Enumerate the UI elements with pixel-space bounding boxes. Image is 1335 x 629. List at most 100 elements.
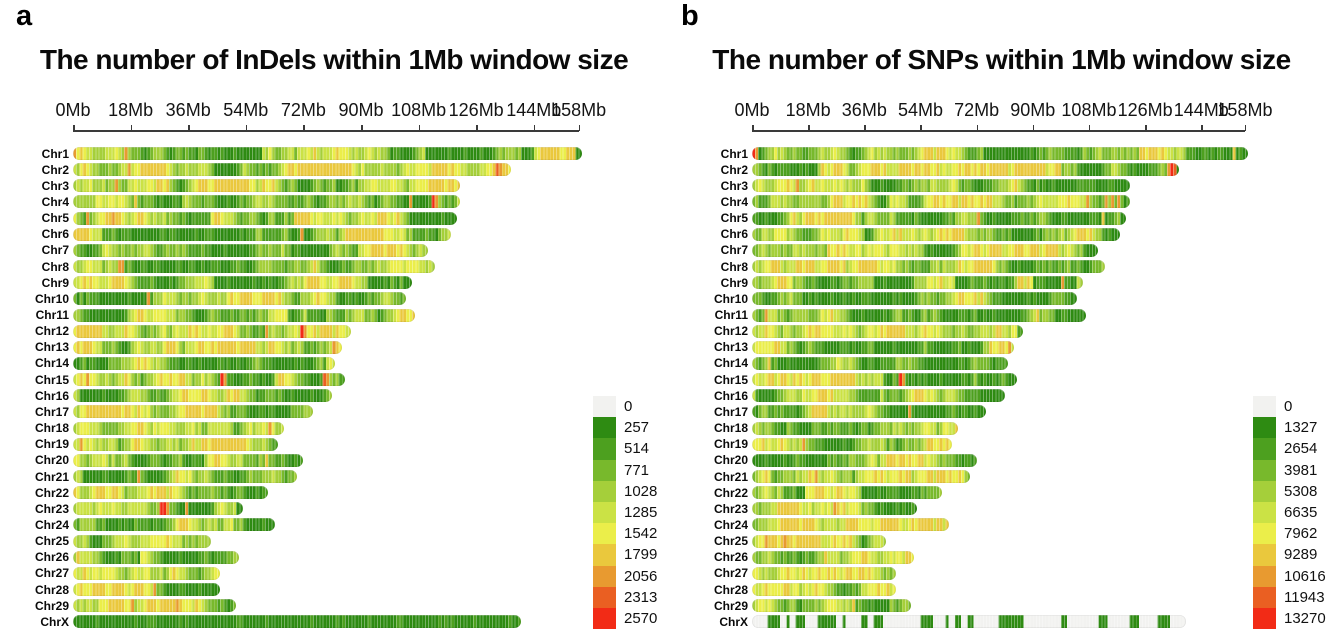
chromosome-density-bar (752, 340, 1015, 354)
chromosome-density-bar (752, 583, 896, 597)
chromosome-density-bar (73, 518, 275, 532)
axis-tick (752, 125, 754, 131)
chromosome-density-bar (752, 356, 1008, 370)
axis-tick-label: 0Mb (55, 100, 91, 120)
axis-tick (976, 125, 979, 131)
chromosome-density-bar (752, 615, 1186, 629)
legend-swatch (593, 480, 616, 502)
legend-swatch (1253, 417, 1276, 439)
legend-value: 1285 (624, 504, 658, 522)
axis-tick (1145, 125, 1147, 131)
legend-row: 1799 (593, 544, 658, 566)
legend-row: 5308 (1253, 480, 1326, 502)
legend-value: 1799 (624, 546, 658, 564)
chromosome-label: Chr12 (713, 324, 748, 339)
chromosome-density-bar (73, 324, 352, 338)
chromosome-label: Chr5 (41, 211, 69, 226)
chromosome-density-bar (73, 211, 457, 225)
legend-value: 514 (624, 440, 650, 458)
chromosome-label: Chr4 (41, 194, 69, 209)
axis-tick-label: 144Mb (1173, 100, 1229, 120)
chromosome-label: Chr20 (34, 453, 69, 468)
legend-row: 2654 (1253, 438, 1326, 460)
axis-line (73, 130, 579, 132)
chromosome-label: Chr14 (713, 356, 748, 371)
chromosome-density-bar (752, 243, 1099, 257)
axis-tick-label: 72Mb (280, 100, 326, 120)
chromosome-density-bar (752, 453, 977, 467)
axis-tick-label: 158Mb (551, 100, 607, 120)
chromosome-density-bar (752, 470, 971, 483)
chromosome-label: Chr15 (34, 372, 69, 387)
chromosome-density-bar (73, 260, 435, 274)
chromosome-density-bar (73, 340, 342, 354)
legend-value: 13270 (1284, 609, 1326, 627)
chromosome-label: Chr13 (34, 340, 69, 355)
legend-row: 1028 (593, 480, 657, 502)
chromosome-density-bar (73, 405, 313, 419)
axis-tick (533, 125, 536, 131)
chromosome-label: Chr20 (713, 453, 748, 468)
legend-swatch (593, 396, 616, 418)
axis-tick (73, 125, 75, 131)
axis-tick-label: 126Mb (448, 100, 504, 120)
chromosome-label: Chr3 (720, 178, 748, 193)
axis-tick-label: 54Mb (897, 100, 943, 120)
chromosome-density-bar (752, 179, 1130, 193)
axis-tick-label: 144Mb (506, 100, 562, 120)
legend-row: 13270 (1253, 607, 1326, 629)
panel-letter-a: a (16, 0, 33, 32)
legend-swatch (593, 565, 616, 587)
chromosome-density-bar (752, 308, 1086, 322)
panel-b: b The number of SNPs within 1Mb window s… (668, 0, 1335, 629)
color-legend-b: 0 1327 2654 3981 5308 6635 7962 9289 10616 11943 1… (1253, 396, 1326, 629)
legend-row: 0 (593, 396, 657, 418)
legend-value: 257 (624, 419, 650, 437)
chromosome-label: Chr29 (34, 598, 69, 613)
chromosome-density-bar (73, 373, 345, 387)
chromosome-label: Chr19 (34, 437, 69, 452)
legend-swatch (593, 523, 616, 545)
chromosome-density-bar (752, 389, 1005, 403)
chromosome-density-bar (73, 308, 416, 322)
legend-swatch (1253, 501, 1276, 524)
legend-value: 5308 (1284, 482, 1318, 500)
chromosome-label: Chr13 (713, 340, 748, 355)
chromosome-label: Chr29 (713, 598, 748, 613)
chromosome-label: Chr25 (713, 534, 748, 549)
legend-swatch (593, 544, 616, 566)
axis-tick-label: 126Mb (1117, 100, 1173, 120)
chromosome-density-bar (73, 583, 221, 597)
chromosome-label: Chr24 (713, 517, 748, 532)
chromosome-label: Chr28 (713, 582, 748, 597)
axis-tick-label: 90Mb (338, 100, 384, 120)
legend-row: 2056 (593, 565, 658, 587)
chromosome-density-bar (752, 566, 896, 580)
chromosome-density-bar (752, 260, 1105, 274)
legend-row: 11943 (1253, 586, 1326, 608)
legend-value: 2056 (624, 567, 658, 585)
legend-swatch (1253, 523, 1276, 545)
chromosome-label: Chr23 (713, 501, 748, 516)
chromosome-label: Chr7 (720, 243, 748, 258)
chromosome-density-bar (752, 518, 949, 532)
legend-value: 0 (1284, 398, 1293, 416)
legend-row: 3981 (1253, 459, 1326, 481)
legend-row: 10616 (1253, 565, 1326, 587)
chromosome-label: ChrX (719, 614, 748, 629)
chromosome-density-bar (752, 147, 1249, 160)
chromosome-density-bar (73, 615, 521, 629)
legend-swatch (593, 417, 616, 439)
chromosome-density-bar (73, 470, 297, 483)
chromosome-label: Chr27 (34, 566, 69, 581)
legend-value: 771 (624, 461, 650, 479)
chromosome-label: Chr5 (720, 211, 748, 226)
chromosome-density-bar (73, 147, 582, 160)
chromosome-label: Chr6 (720, 227, 748, 242)
axis-tick (1244, 125, 1247, 131)
chromosome-label: Chr26 (34, 550, 69, 565)
chromosome-density-bar (73, 276, 413, 290)
legend-row: 6635 (1253, 501, 1326, 524)
chromosome-label: Chr18 (34, 421, 69, 436)
legend-value: 10616 (1284, 567, 1326, 585)
